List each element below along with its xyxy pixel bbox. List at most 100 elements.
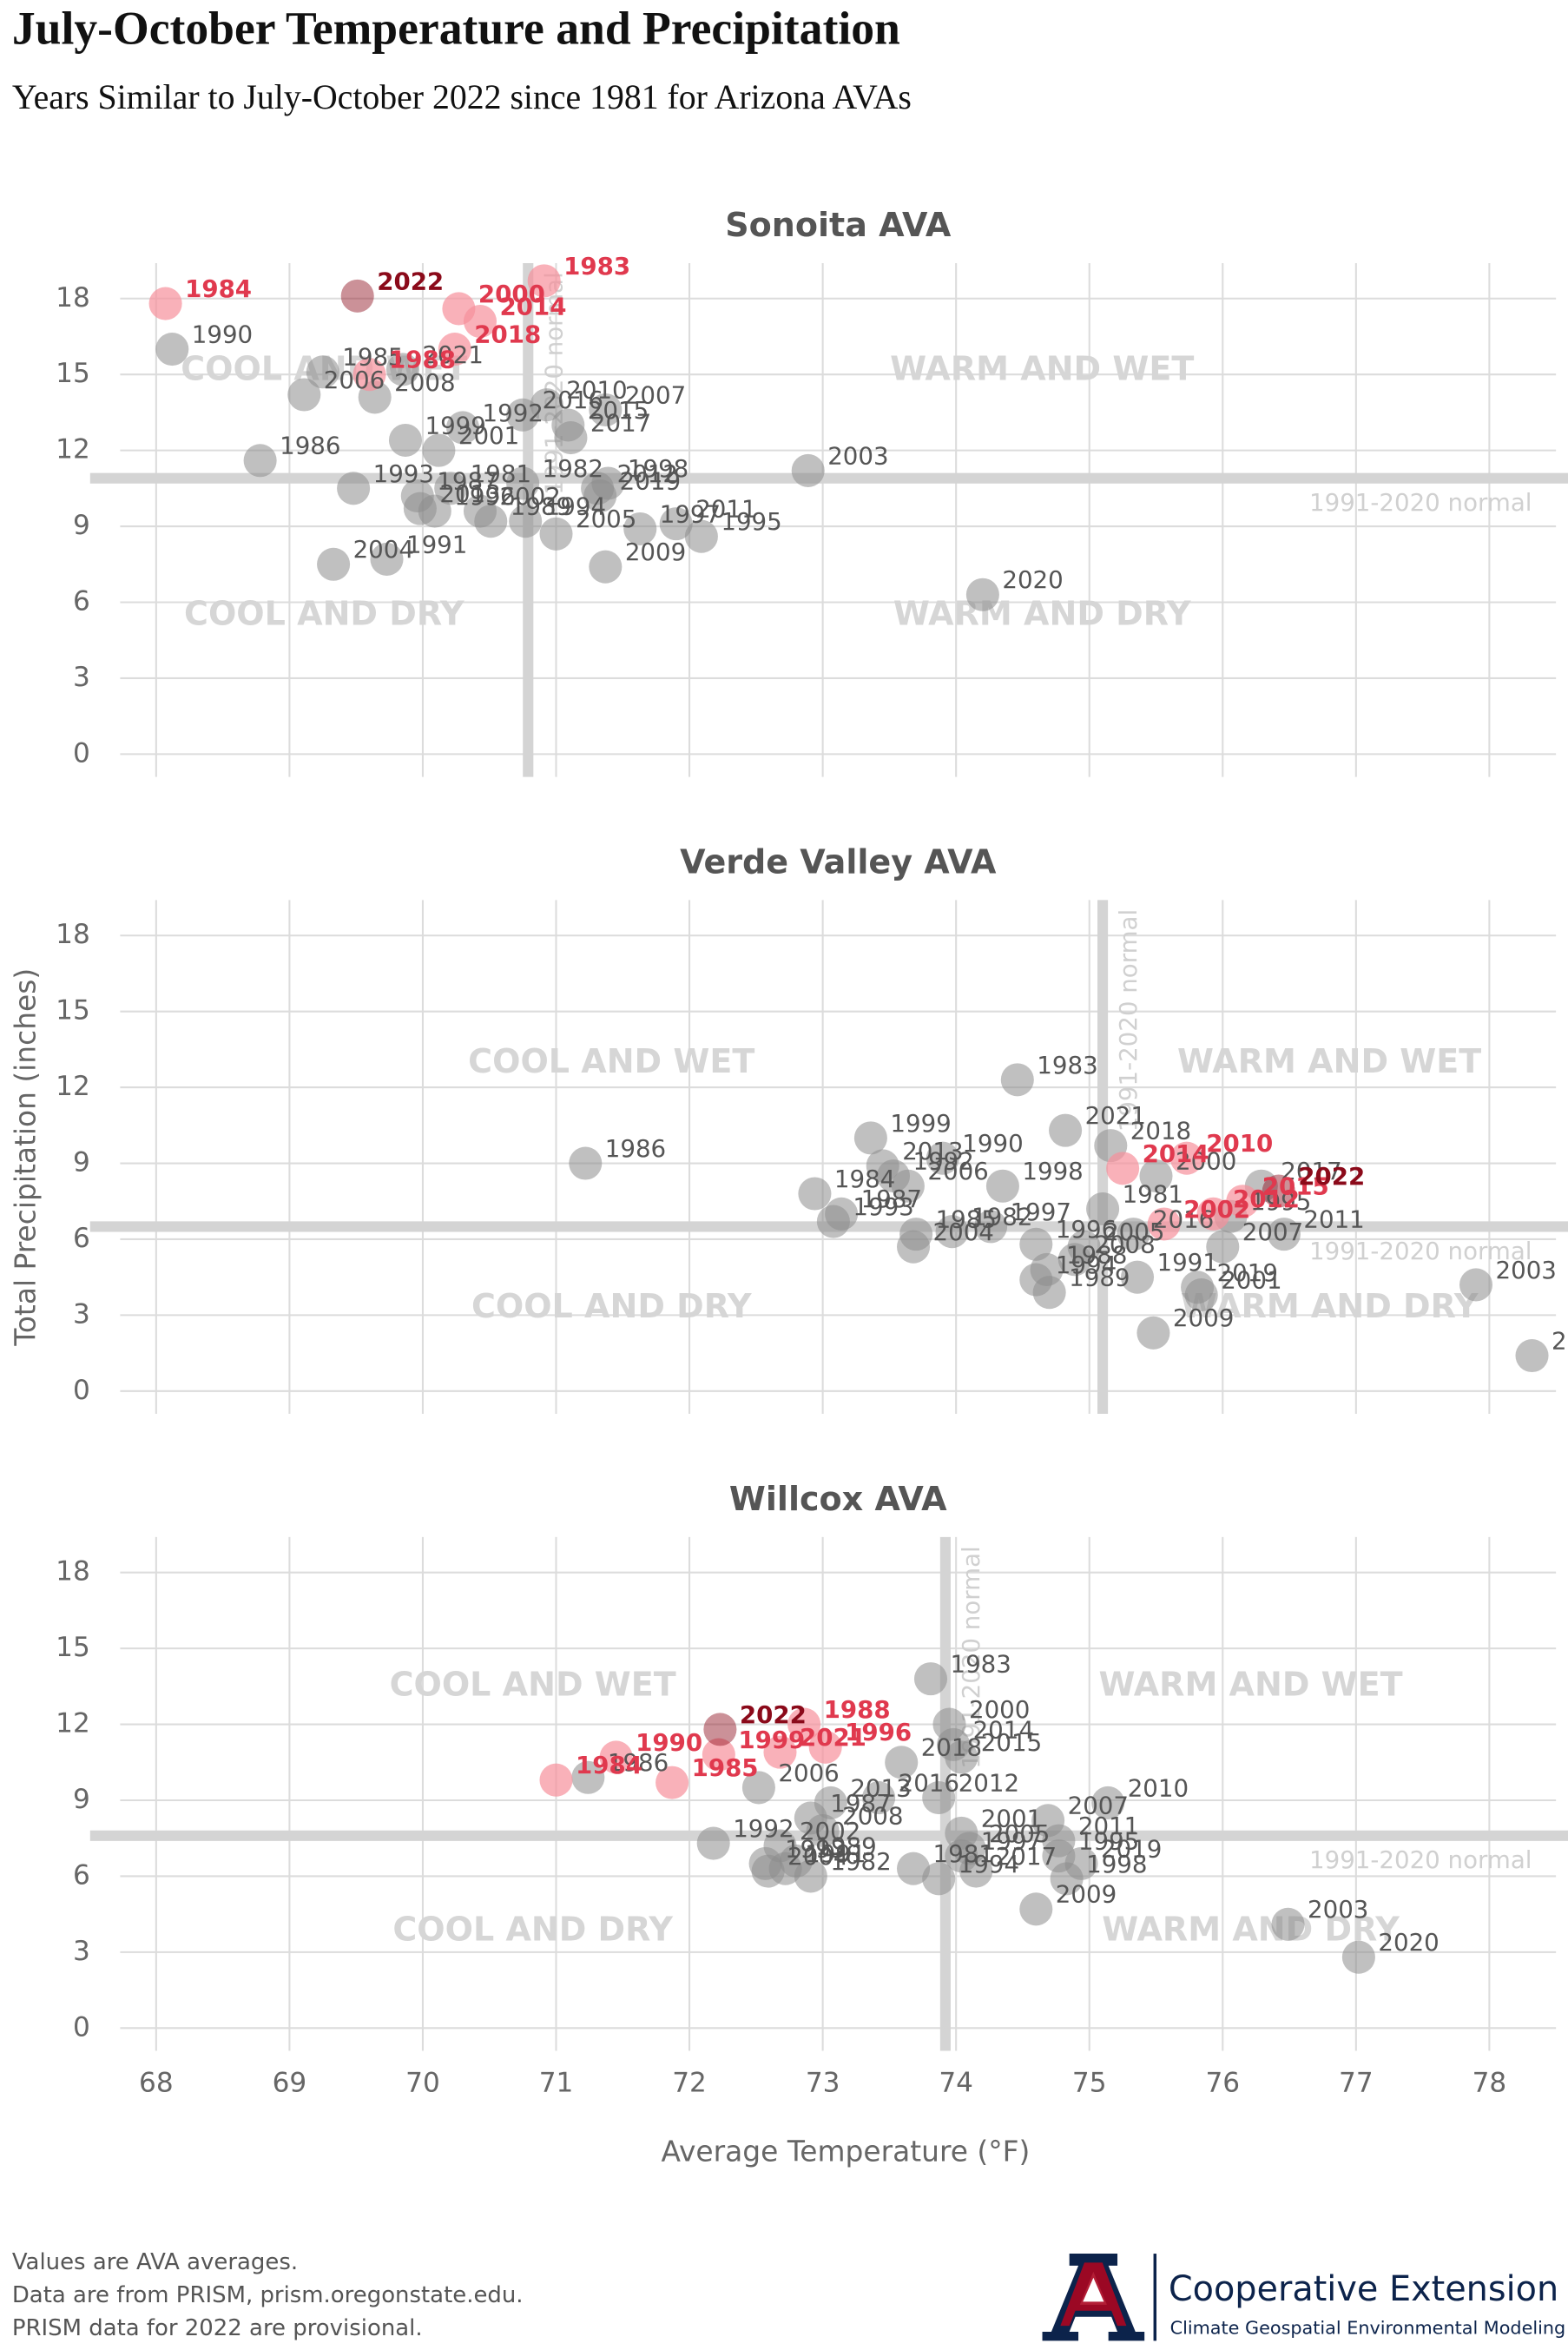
point-label: 2020 — [1002, 565, 1063, 594]
note: Values are AVA averages. — [12, 2249, 298, 2275]
point-label: 2003 — [827, 441, 888, 470]
point — [1267, 1218, 1301, 1251]
point-label: 2006 — [324, 366, 385, 394]
point — [703, 1713, 737, 1746]
y-tick-label: 3 — [73, 1936, 90, 1967]
point-label: 2020 — [1552, 1326, 1568, 1355]
point — [985, 1169, 1019, 1203]
point — [589, 550, 623, 584]
point — [589, 393, 623, 427]
point-label: 2003 — [1308, 1895, 1368, 1924]
point — [463, 304, 497, 339]
y-axis-label: Total Precipitation (inches) — [9, 968, 43, 1347]
point-label: 1983 — [1037, 1051, 1097, 1079]
point — [763, 1735, 797, 1769]
x-tick-label: 69 — [273, 2068, 307, 2099]
point-label: 1982 — [543, 454, 603, 483]
point — [623, 512, 657, 545]
point — [438, 333, 471, 366]
point-label: 2014 — [973, 1715, 1034, 1744]
point — [935, 1215, 969, 1249]
point — [506, 466, 540, 500]
page-title: July-October Temperature and Precipitati… — [12, 3, 900, 55]
point — [787, 1707, 821, 1741]
point-label: 1990 — [636, 1728, 702, 1757]
point-label: 1998 — [1086, 1850, 1147, 1878]
y-tick-label: 3 — [73, 662, 90, 693]
quadrant-label: COOL AND DRY — [392, 1910, 673, 1948]
point-label: 2011 — [1078, 1812, 1139, 1840]
point-label: 1995 — [1078, 1827, 1139, 1856]
y-tick-label: 18 — [56, 919, 90, 950]
point-label: 2009 — [1173, 1304, 1234, 1332]
y-tick-label: 9 — [73, 1147, 90, 1178]
point — [569, 1146, 603, 1180]
point-label: 1994 — [1056, 1251, 1117, 1279]
point — [340, 279, 374, 313]
quadrant-label: WARM AND DRY — [893, 594, 1191, 632]
point — [806, 1813, 840, 1847]
point-label: 2008 — [1094, 1231, 1155, 1259]
point-label: 1997 — [1011, 1198, 1071, 1226]
point — [155, 333, 189, 366]
point — [659, 507, 693, 541]
point — [1000, 1063, 1034, 1097]
point-label: 1999 — [890, 1109, 951, 1138]
quadrant-label: COOL AND DRY — [471, 1287, 752, 1325]
point-label: 2010 — [1128, 1773, 1189, 1802]
logo-mark — [1042, 2254, 1157, 2341]
point-label: 2004 — [787, 1842, 848, 1871]
point — [434, 472, 468, 505]
point — [287, 378, 321, 412]
point-label: 1994 — [959, 1850, 1019, 1878]
normal-label: 1991-2020 normal — [1309, 1237, 1532, 1265]
normal-label: 1991-2020 normal — [1114, 909, 1143, 1132]
point — [1091, 1786, 1125, 1819]
panel-title: Sonoita AVA — [725, 206, 952, 244]
point — [243, 444, 277, 478]
point — [1106, 1152, 1140, 1185]
point-label: 1981 — [933, 1839, 994, 1868]
point-label: 1993 — [785, 1834, 846, 1863]
point — [952, 1832, 986, 1865]
point-label: 1985 — [936, 1205, 997, 1234]
point-label: 1992 — [733, 1814, 794, 1843]
point-label: 2012 — [1233, 1185, 1300, 1213]
y-tick-label: 3 — [73, 1298, 90, 1330]
point-label: 1983 — [950, 1650, 1011, 1679]
point — [965, 578, 999, 611]
point — [1515, 1338, 1549, 1373]
y-tick-label: 12 — [56, 434, 90, 465]
point — [530, 388, 563, 422]
point-label: 1987 — [861, 1185, 922, 1213]
point-label: 1988 — [389, 346, 456, 374]
point — [527, 264, 561, 298]
point-label: 1984 — [834, 1165, 895, 1193]
panel-title: Verde Valley AVA — [680, 842, 997, 881]
point — [1019, 1227, 1053, 1261]
x-tick-label: 75 — [1072, 2068, 1107, 2099]
point — [370, 542, 404, 576]
point-label: 1994 — [545, 492, 606, 521]
point — [1147, 1207, 1181, 1241]
quadrant-label: COOL AND WET — [390, 1665, 676, 1703]
y-tick-label: 6 — [73, 585, 90, 617]
x-tick-label: 74 — [939, 2068, 973, 2099]
point-label: 2011 — [1303, 1205, 1364, 1234]
point-label: 2016 — [1153, 1205, 1214, 1234]
x-tick-label: 70 — [405, 2068, 440, 2099]
point — [741, 1771, 775, 1805]
point-label: 2017 — [996, 1842, 1057, 1871]
point-label: 1988 — [1066, 1240, 1127, 1269]
point-label: 2008 — [842, 1801, 903, 1830]
point-label: 1982 — [972, 1203, 1032, 1231]
point — [317, 547, 351, 581]
point — [1050, 1862, 1084, 1896]
point-label: 1986 — [605, 1134, 666, 1163]
point — [591, 466, 625, 500]
point — [891, 1169, 925, 1203]
point-label: 1990 — [962, 1129, 1023, 1158]
point-label: 2001 — [981, 1804, 1042, 1832]
point — [1117, 1218, 1150, 1251]
point — [791, 453, 825, 487]
